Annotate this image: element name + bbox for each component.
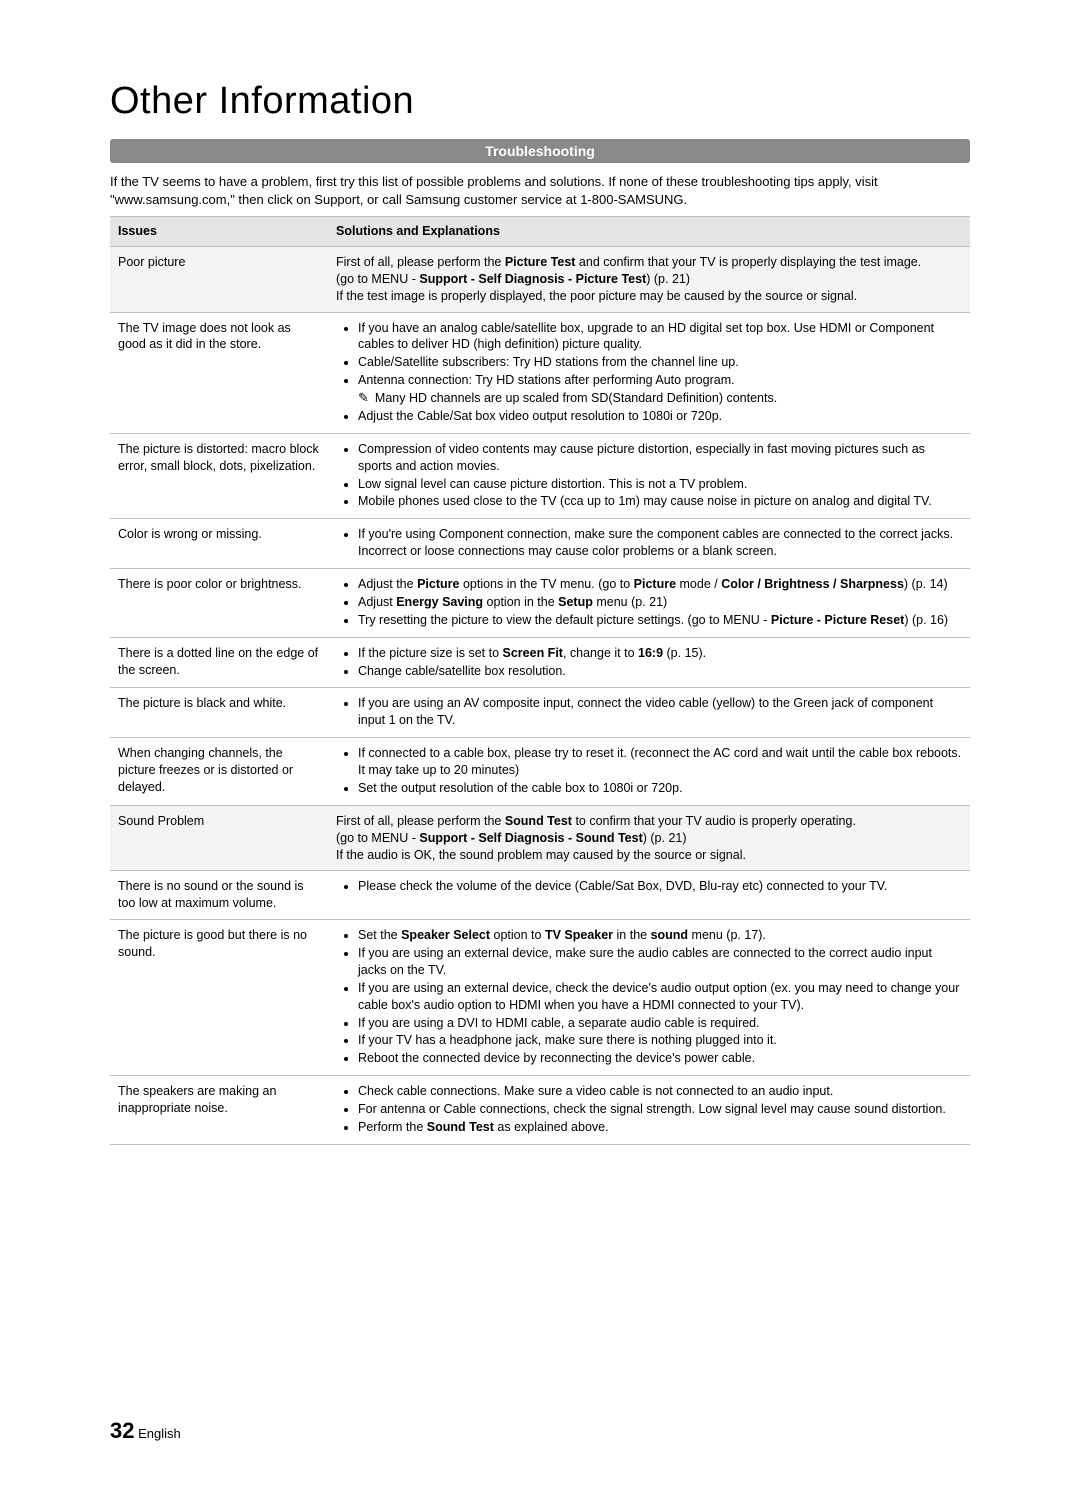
solution-cell: First of all, please perform the Picture… <box>328 246 970 312</box>
issue-cell: There is a dotted line on the edge of th… <box>110 637 328 688</box>
table-row: Color is wrong or missing.If you're usin… <box>110 519 970 569</box>
solution-cell: If you are using an AV composite input, … <box>328 688 970 738</box>
issue-cell: There is poor color or brightness. <box>110 569 328 638</box>
solution-cell: Please check the volume of the device (C… <box>328 871 970 920</box>
solution-cell: If the picture size is set to Screen Fit… <box>328 637 970 688</box>
solution-cell: Compression of video contents may cause … <box>328 433 970 519</box>
section-header-bar: Troubleshooting <box>110 139 970 163</box>
col-header-issues: Issues <box>110 217 328 247</box>
table-row: There is no sound or the sound is too lo… <box>110 871 970 920</box>
issue-cell: The picture is black and white. <box>110 688 328 738</box>
issue-cell: Sound Problem <box>110 805 328 871</box>
issue-cell: Color is wrong or missing. <box>110 519 328 569</box>
page-footer: 32 English <box>110 1418 181 1444</box>
issue-cell: Poor picture <box>110 246 328 312</box>
table-body: Poor pictureFirst of all, please perform… <box>110 246 970 1144</box>
issue-cell: When changing channels, the picture free… <box>110 738 328 806</box>
issue-cell: The speakers are making an inappropriate… <box>110 1076 328 1145</box>
table-row: The picture is black and white.If you ar… <box>110 688 970 738</box>
issue-cell: There is no sound or the sound is too lo… <box>110 871 328 920</box>
solution-cell: If you have an analog cable/satellite bo… <box>328 312 970 433</box>
intro-paragraph: If the TV seems to have a problem, first… <box>110 173 970 208</box>
page-language: English <box>138 1426 181 1441</box>
table-row: Sound ProblemFirst of all, please perfor… <box>110 805 970 871</box>
table-header-row: Issues Solutions and Explanations <box>110 217 970 247</box>
solution-cell: Set the Speaker Select option to TV Spea… <box>328 920 970 1076</box>
issue-cell: The picture is distorted: macro block er… <box>110 433 328 519</box>
manual-page: Other Information Troubleshooting If the… <box>0 0 1080 1185</box>
page-number: 32 <box>110 1418 134 1443</box>
troubleshooting-table: Issues Solutions and Explanations Poor p… <box>110 216 970 1145</box>
table-row: The picture is good but there is no soun… <box>110 920 970 1076</box>
col-header-solutions: Solutions and Explanations <box>328 217 970 247</box>
page-title: Other Information <box>110 80 970 123</box>
table-row: There is poor color or brightness.Adjust… <box>110 569 970 638</box>
table-row: Poor pictureFirst of all, please perform… <box>110 246 970 312</box>
solution-cell: If connected to a cable box, please try … <box>328 738 970 806</box>
issue-cell: The TV image does not look as good as it… <box>110 312 328 433</box>
table-row: When changing channels, the picture free… <box>110 738 970 806</box>
solution-cell: First of all, please perform the Sound T… <box>328 805 970 871</box>
table-row: The picture is distorted: macro block er… <box>110 433 970 519</box>
solution-cell: Adjust the Picture options in the TV men… <box>328 569 970 638</box>
solution-cell: Check cable connections. Make sure a vid… <box>328 1076 970 1145</box>
solution-cell: If you're using Component connection, ma… <box>328 519 970 569</box>
table-row: The TV image does not look as good as it… <box>110 312 970 433</box>
table-row: There is a dotted line on the edge of th… <box>110 637 970 688</box>
issue-cell: The picture is good but there is no soun… <box>110 920 328 1076</box>
table-row: The speakers are making an inappropriate… <box>110 1076 970 1145</box>
